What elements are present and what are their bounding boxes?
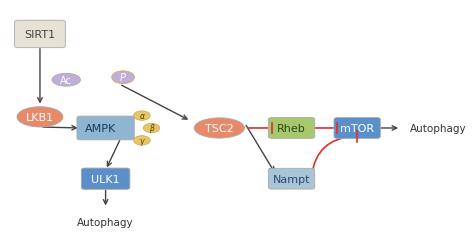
FancyBboxPatch shape (268, 169, 315, 189)
Text: AMPK: AMPK (85, 123, 116, 134)
Text: TSC2: TSC2 (205, 123, 234, 134)
Text: Nampt: Nampt (273, 174, 310, 184)
Text: ULK1: ULK1 (91, 174, 120, 184)
Ellipse shape (134, 136, 150, 145)
Ellipse shape (17, 107, 63, 128)
Ellipse shape (52, 74, 81, 87)
FancyBboxPatch shape (15, 21, 65, 48)
FancyBboxPatch shape (268, 118, 315, 139)
Text: Ac: Ac (60, 75, 72, 85)
Text: γ: γ (140, 136, 144, 145)
FancyBboxPatch shape (82, 168, 130, 190)
Ellipse shape (194, 118, 245, 139)
Text: β: β (149, 124, 154, 133)
FancyBboxPatch shape (334, 118, 380, 139)
Text: Autophagy: Autophagy (410, 123, 466, 134)
Text: mTOR: mTOR (340, 123, 374, 134)
Text: LKB1: LKB1 (26, 112, 54, 122)
FancyArrowPatch shape (311, 137, 355, 176)
FancyBboxPatch shape (77, 117, 134, 140)
Text: α: α (139, 112, 145, 121)
Ellipse shape (112, 72, 135, 84)
Ellipse shape (143, 124, 160, 133)
Text: P: P (120, 73, 126, 83)
Text: SIRT1: SIRT1 (24, 30, 55, 40)
Text: Autophagy: Autophagy (77, 217, 134, 227)
Text: Rheb: Rheb (277, 123, 306, 134)
Ellipse shape (134, 111, 150, 121)
